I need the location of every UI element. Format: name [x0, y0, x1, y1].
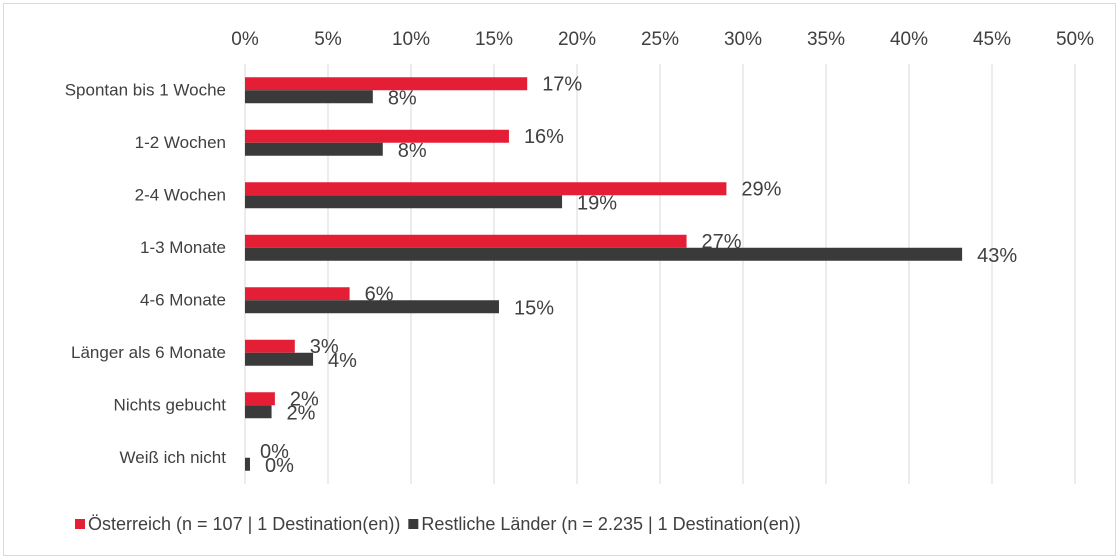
bar [245, 352, 314, 366]
data-label: 16% [524, 126, 564, 148]
y-tick-label: Weiß ich nicht [120, 448, 227, 467]
data-label: 27% [702, 231, 742, 253]
data-label: 6% [365, 284, 394, 306]
bar [245, 129, 509, 143]
data-label: 43% [977, 245, 1017, 267]
data-label: 8% [398, 140, 427, 162]
x-tick-label: 40% [890, 29, 928, 50]
bar [245, 405, 272, 419]
data-label: 2% [287, 403, 316, 425]
bar [245, 287, 350, 301]
x-tick-label: 10% [392, 29, 430, 50]
y-tick-label: 1-2 Wochen [135, 133, 226, 152]
bar [245, 142, 383, 156]
x-tick-label: 15% [475, 29, 513, 50]
y-tick-label: 4-6 Monate [140, 291, 226, 310]
chart-frame [3, 3, 1116, 556]
bar [245, 339, 295, 353]
data-label: 15% [514, 298, 554, 320]
bar [245, 90, 373, 104]
data-label: 17% [542, 74, 582, 96]
bar [245, 300, 499, 314]
bar [245, 234, 687, 248]
data-label: 0% [260, 441, 289, 463]
y-tick-label: Spontan bis 1 Woche [65, 81, 226, 100]
bar [245, 247, 963, 261]
legend-swatch [408, 519, 419, 529]
bar [245, 182, 727, 196]
bar [245, 392, 275, 406]
bar [245, 195, 563, 209]
data-label: 2% [290, 389, 319, 411]
x-tick-label: 35% [807, 29, 845, 50]
bar [245, 77, 528, 91]
y-tick-label: 2-4 Wochen [135, 186, 226, 205]
x-tick-label: 25% [641, 29, 679, 50]
data-label: 4% [328, 350, 357, 372]
bar [245, 457, 250, 471]
legend-swatch [75, 519, 85, 529]
y-tick-label: 1-3 Monate [140, 238, 226, 257]
data-label: 29% [741, 179, 781, 201]
data-label: 3% [310, 336, 339, 358]
x-tick-label: 20% [558, 29, 596, 50]
data-label: 0% [265, 455, 294, 477]
x-tick-label: 50% [1056, 29, 1094, 50]
y-tick-label: Länger als 6 Monate [71, 343, 226, 362]
x-tick-label: 30% [724, 29, 762, 50]
x-tick-label: 45% [973, 29, 1011, 50]
data-label: 19% [577, 193, 617, 215]
x-tick-label: 5% [314, 29, 342, 50]
data-label: 8% [388, 88, 417, 110]
legend-label: Österreich (n = 107 | 1 Destination(en)) [88, 514, 400, 534]
y-tick-label: Nichts gebucht [114, 396, 227, 415]
legend-label: Restliche Länder (n = 2.235 | 1 Destinat… [421, 514, 800, 534]
x-tick-label: 0% [231, 29, 259, 50]
